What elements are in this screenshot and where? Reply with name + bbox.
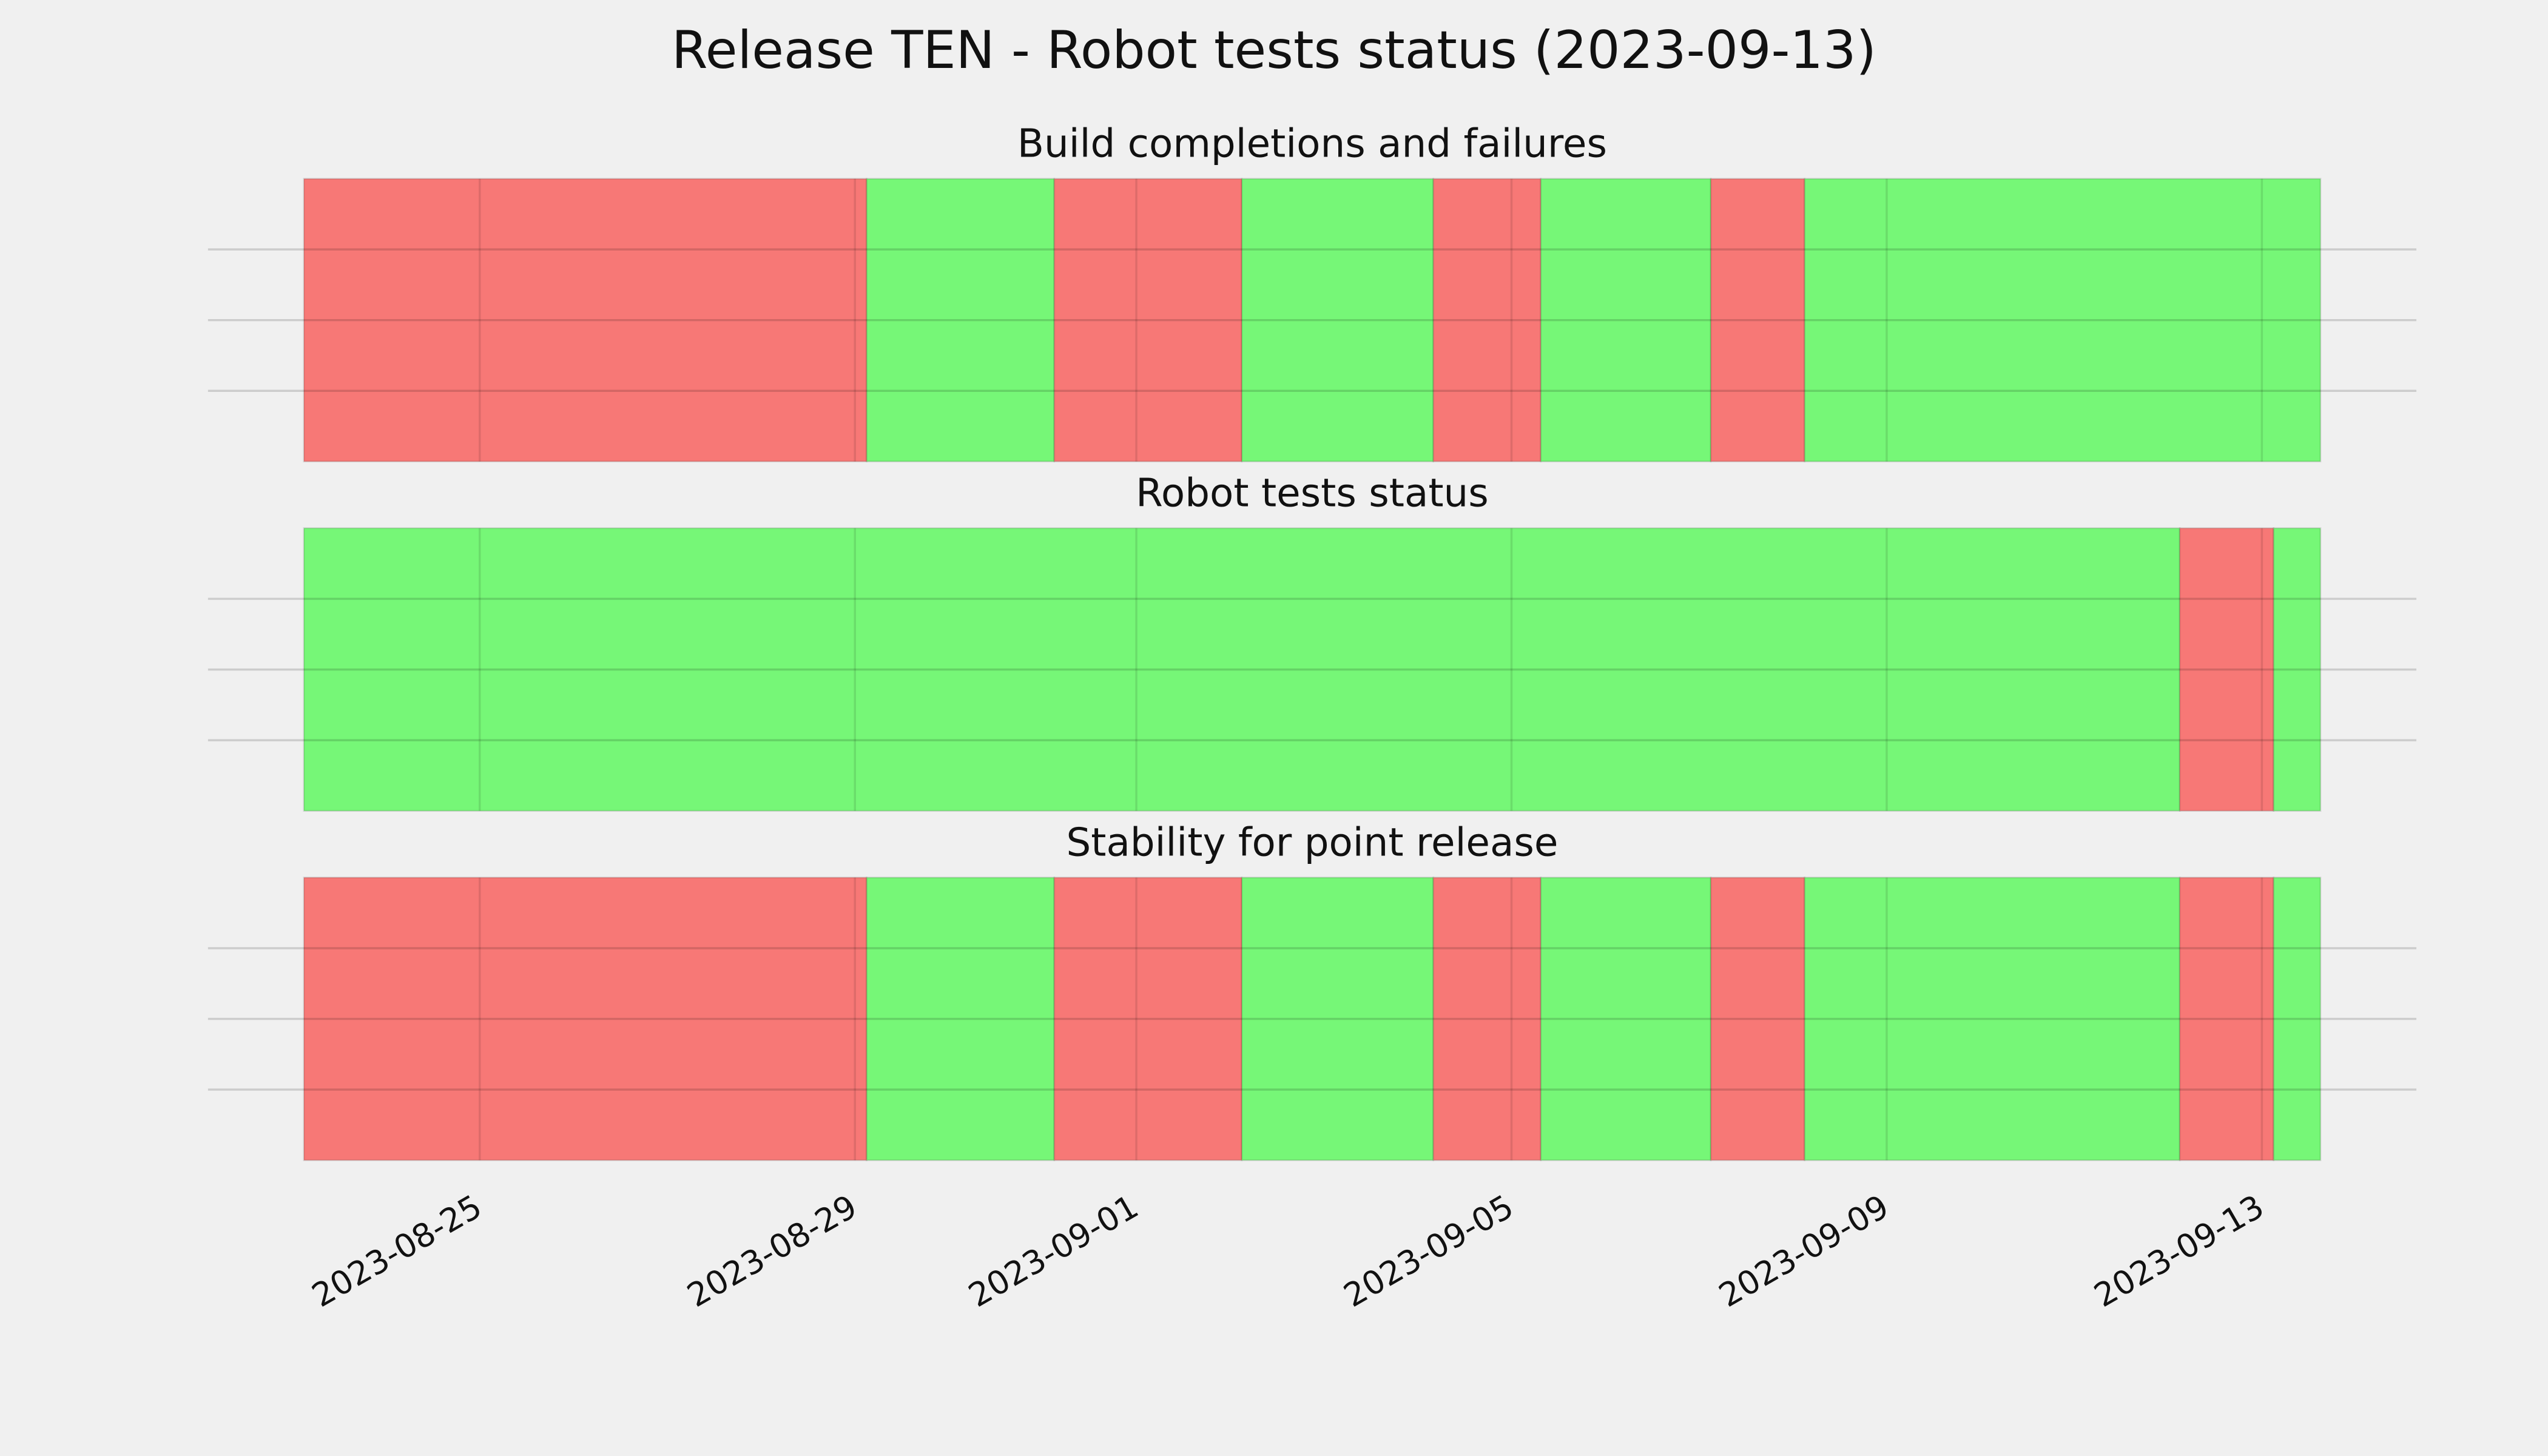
chart-title: Release TEN - Robot tests status (2023-0…: [672, 20, 1876, 81]
subplot-title: Stability for point release: [1067, 820, 1559, 865]
status-span: [1540, 178, 1712, 463]
status-span: [1053, 877, 1243, 1161]
status-span: [1241, 178, 1434, 463]
status-span: [866, 877, 1056, 1161]
status-span: [1804, 178, 2322, 463]
status-span: [1432, 178, 1542, 463]
status-span: [866, 178, 1056, 463]
status-span: [1432, 877, 1542, 1161]
status-span: [303, 527, 2181, 812]
status-span: [2179, 877, 2275, 1161]
status-span: [303, 877, 868, 1161]
status-span: [1241, 877, 1434, 1161]
status-span: [303, 178, 868, 463]
status-span: [1710, 877, 1805, 1161]
status-span: [1710, 178, 1805, 463]
status-span: [1053, 178, 1243, 463]
status-span: [1804, 877, 2181, 1161]
status-span: [2273, 877, 2322, 1161]
subplot-title: Robot tests status: [1136, 471, 1489, 516]
subplot-title: Build completions and failures: [1017, 121, 1607, 167]
status-span: [1540, 877, 1712, 1161]
status-span: [2273, 527, 2322, 812]
status-span: [2179, 527, 2275, 812]
